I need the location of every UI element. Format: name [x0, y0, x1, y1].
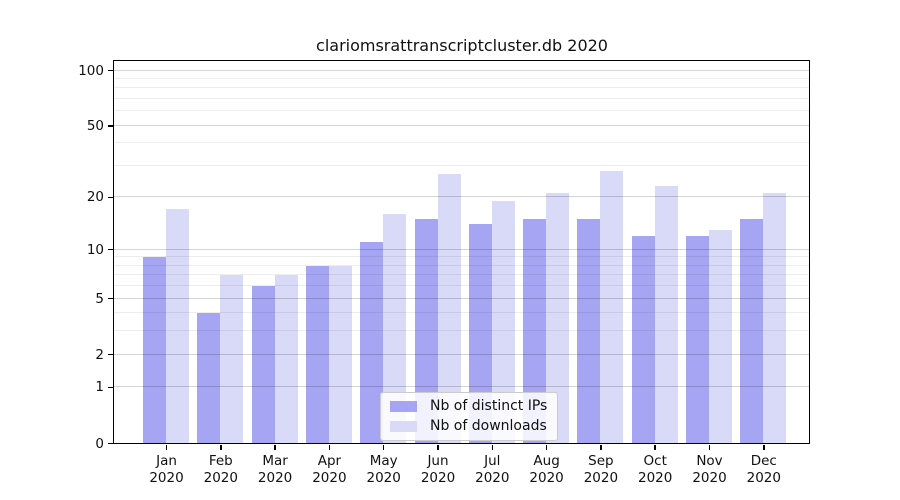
- bar-jun-downloads: [437, 173, 461, 443]
- bar-feb-distinct-ips: [197, 312, 221, 443]
- legend-entry-distinct-ips: Nb of distinct IPs: [390, 399, 547, 414]
- legend: Nb of distinct IPs Nb of downloads: [380, 392, 559, 441]
- bar-apr-downloads: [328, 265, 352, 443]
- bar-jan-downloads: [166, 209, 189, 443]
- bars-layer: [114, 61, 809, 443]
- bar-jul-downloads: [491, 200, 515, 443]
- x-tick-feb: [220, 445, 222, 450]
- x-tick-label-sep: Sep 2020: [583, 452, 619, 486]
- x-tick-oct: [654, 445, 656, 450]
- bar-mar-distinct-ips: [251, 285, 275, 443]
- x-tick-apr: [328, 445, 331, 450]
- y-tick-0: [108, 442, 113, 445]
- y-tick-label-1: 1: [95, 379, 104, 396]
- bar-aug-distinct-ips: [523, 219, 547, 443]
- x-tick-label-may: May 2020: [366, 452, 401, 486]
- plot-area: [113, 60, 810, 444]
- y-tick-100: [108, 69, 113, 72]
- legend-swatch-downloads-icon: [390, 421, 417, 432]
- legend-entry-downloads: Nb of downloads: [390, 419, 547, 434]
- bar-feb-downloads: [220, 275, 244, 443]
- x-tick-label-mar: Mar 2020: [257, 452, 293, 486]
- x-tick-nov: [708, 445, 711, 450]
- x-tick-jul: [491, 445, 494, 450]
- legend-swatch-distinct-ips-icon: [390, 401, 417, 412]
- bar-oct-distinct-ips: [631, 235, 655, 443]
- x-tick-label-dec: Dec 2020: [746, 452, 781, 486]
- x-tick-label-apr: Apr 2020: [312, 452, 347, 486]
- bar-jul-distinct-ips: [468, 224, 492, 443]
- bar-apr-distinct-ips: [305, 265, 329, 443]
- y-tick-label-0: 0: [95, 435, 104, 452]
- y-tick-label-20: 20: [86, 189, 104, 206]
- bar-jun-distinct-ips: [414, 219, 438, 443]
- legend-label-distinct-ips: Nb of distinct IPs: [430, 398, 548, 414]
- y-tick-20: [108, 196, 113, 199]
- x-tick-label-jul: Jul 2020: [475, 452, 510, 486]
- y-tick-5: [108, 297, 113, 300]
- y-tick-label-50: 50: [86, 117, 104, 134]
- bar-sep-downloads: [600, 170, 624, 443]
- x-tick-jan: [165, 445, 168, 450]
- x-tick-label-jan: Jan 2020: [149, 452, 184, 486]
- legend-label-downloads: Nb of downloads: [430, 418, 547, 434]
- y-tick-label-5: 5: [95, 290, 104, 307]
- chart-title: clariomsrattranscriptcluster.db 2020: [316, 36, 608, 55]
- bar-nov-downloads: [709, 229, 732, 443]
- bar-dec-downloads: [763, 193, 787, 443]
- x-tick-mar: [274, 445, 276, 450]
- bar-jan-distinct-ips: [143, 256, 166, 443]
- bar-may-distinct-ips: [360, 242, 384, 443]
- bar-sep-distinct-ips: [577, 219, 601, 443]
- y-tick-label-10: 10: [86, 241, 104, 258]
- x-tick-sep: [600, 445, 602, 450]
- bar-nov-distinct-ips: [686, 235, 709, 443]
- x-tick-label-oct: Oct 2020: [638, 452, 673, 486]
- bar-oct-downloads: [654, 186, 678, 443]
- x-tick-aug: [545, 445, 548, 450]
- x-tick-label-jun: Jun 2020: [420, 452, 456, 486]
- y-tick-10: [108, 248, 113, 251]
- y-tick-label-2: 2: [95, 346, 104, 363]
- y-tick-50: [108, 125, 113, 127]
- x-tick-label-nov: Nov 2020: [692, 452, 727, 486]
- x-tick-label-aug: Aug 2020: [529, 452, 564, 486]
- bar-may-downloads: [383, 214, 407, 443]
- bar-aug-downloads: [546, 193, 570, 443]
- x-tick-dec: [763, 445, 765, 450]
- y-tick-1: [108, 386, 113, 389]
- y-tick-label-100: 100: [78, 62, 104, 79]
- x-tick-label-feb: Feb 2020: [203, 452, 238, 486]
- bar-mar-downloads: [274, 275, 298, 443]
- x-tick-jun: [437, 445, 439, 450]
- x-tick-may: [382, 445, 385, 450]
- bar-dec-distinct-ips: [740, 219, 764, 443]
- y-tick-2: [108, 353, 113, 356]
